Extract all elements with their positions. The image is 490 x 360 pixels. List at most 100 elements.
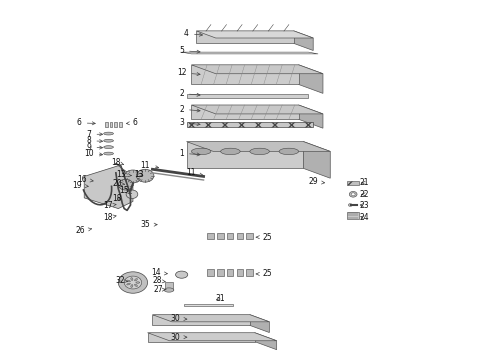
Bar: [217, 269, 223, 276]
Polygon shape: [152, 315, 250, 325]
Text: 25: 25: [256, 269, 272, 278]
Text: 5: 5: [179, 46, 200, 55]
Polygon shape: [303, 141, 330, 178]
Text: 2: 2: [179, 105, 200, 114]
Text: 22: 22: [360, 190, 369, 199]
Polygon shape: [196, 31, 294, 43]
Text: 17: 17: [103, 201, 116, 210]
Bar: [119, 122, 122, 127]
Text: 1: 1: [179, 149, 200, 158]
Text: 20: 20: [112, 179, 124, 188]
Polygon shape: [294, 31, 313, 50]
Text: 15: 15: [120, 186, 132, 195]
Text: 8: 8: [87, 136, 102, 145]
Ellipse shape: [136, 282, 140, 283]
Circle shape: [118, 272, 147, 293]
Text: 35: 35: [140, 220, 157, 229]
Bar: [347, 181, 360, 185]
Polygon shape: [84, 166, 133, 208]
Ellipse shape: [127, 280, 130, 282]
Circle shape: [118, 179, 133, 190]
Text: 31: 31: [216, 294, 225, 303]
Text: 2: 2: [179, 89, 200, 98]
Ellipse shape: [131, 278, 133, 280]
Text: 28: 28: [152, 276, 165, 285]
Text: 18: 18: [112, 194, 122, 203]
Text: 13: 13: [116, 170, 131, 179]
Ellipse shape: [104, 146, 114, 149]
Circle shape: [136, 169, 154, 182]
Text: 11: 11: [140, 161, 159, 170]
Ellipse shape: [131, 285, 133, 287]
Bar: [246, 233, 253, 239]
Circle shape: [348, 203, 352, 206]
Ellipse shape: [279, 148, 298, 155]
Text: 24: 24: [360, 213, 369, 222]
Polygon shape: [192, 105, 298, 119]
Bar: [165, 282, 173, 290]
Circle shape: [349, 192, 357, 197]
Text: 10: 10: [84, 149, 102, 158]
Circle shape: [351, 193, 355, 196]
Ellipse shape: [104, 152, 114, 155]
Text: 18: 18: [111, 158, 123, 167]
Text: 21: 21: [360, 178, 369, 187]
Ellipse shape: [135, 284, 137, 287]
Text: 29: 29: [308, 177, 324, 186]
Bar: [207, 269, 214, 276]
Text: 18: 18: [103, 213, 116, 222]
Bar: [184, 303, 233, 306]
Text: 14: 14: [151, 268, 168, 277]
Text: 11: 11: [187, 168, 203, 177]
Polygon shape: [250, 315, 270, 333]
Text: 13: 13: [134, 170, 144, 179]
Text: 19: 19: [72, 181, 88, 190]
Bar: [217, 233, 223, 239]
Text: 30: 30: [171, 314, 187, 323]
Bar: [227, 233, 233, 239]
Text: 7: 7: [87, 130, 102, 139]
Polygon shape: [152, 315, 270, 322]
Polygon shape: [147, 333, 277, 341]
Text: 12: 12: [177, 68, 200, 77]
Text: 27: 27: [153, 285, 166, 294]
Text: 4: 4: [184, 29, 202, 38]
Ellipse shape: [164, 288, 174, 292]
Text: 32: 32: [115, 275, 127, 284]
Bar: [207, 233, 214, 239]
Text: 6: 6: [126, 118, 138, 127]
Bar: [110, 122, 113, 127]
Text: 16: 16: [77, 175, 93, 184]
Bar: [347, 212, 359, 219]
Text: 3: 3: [179, 118, 200, 127]
Ellipse shape: [250, 148, 270, 155]
Polygon shape: [187, 141, 303, 168]
Polygon shape: [255, 333, 277, 350]
Bar: [237, 233, 243, 239]
Ellipse shape: [104, 139, 114, 142]
Text: 26: 26: [76, 226, 92, 235]
Polygon shape: [182, 52, 318, 54]
Text: 9: 9: [87, 143, 102, 152]
Bar: [187, 94, 308, 98]
Bar: [115, 122, 117, 127]
Circle shape: [124, 276, 142, 289]
Bar: [246, 269, 253, 276]
Text: 30: 30: [171, 333, 187, 342]
Polygon shape: [192, 65, 323, 74]
Ellipse shape: [192, 148, 211, 155]
Polygon shape: [187, 141, 330, 152]
Polygon shape: [192, 105, 323, 114]
Circle shape: [124, 170, 142, 183]
Text: 23: 23: [360, 201, 369, 210]
Bar: [227, 269, 233, 276]
Ellipse shape: [135, 279, 137, 281]
Ellipse shape: [104, 132, 114, 135]
Polygon shape: [298, 65, 323, 93]
Polygon shape: [298, 105, 323, 128]
Polygon shape: [147, 333, 255, 342]
Bar: [187, 122, 313, 127]
Circle shape: [126, 190, 138, 199]
Text: 25: 25: [256, 233, 272, 242]
Polygon shape: [196, 31, 313, 38]
